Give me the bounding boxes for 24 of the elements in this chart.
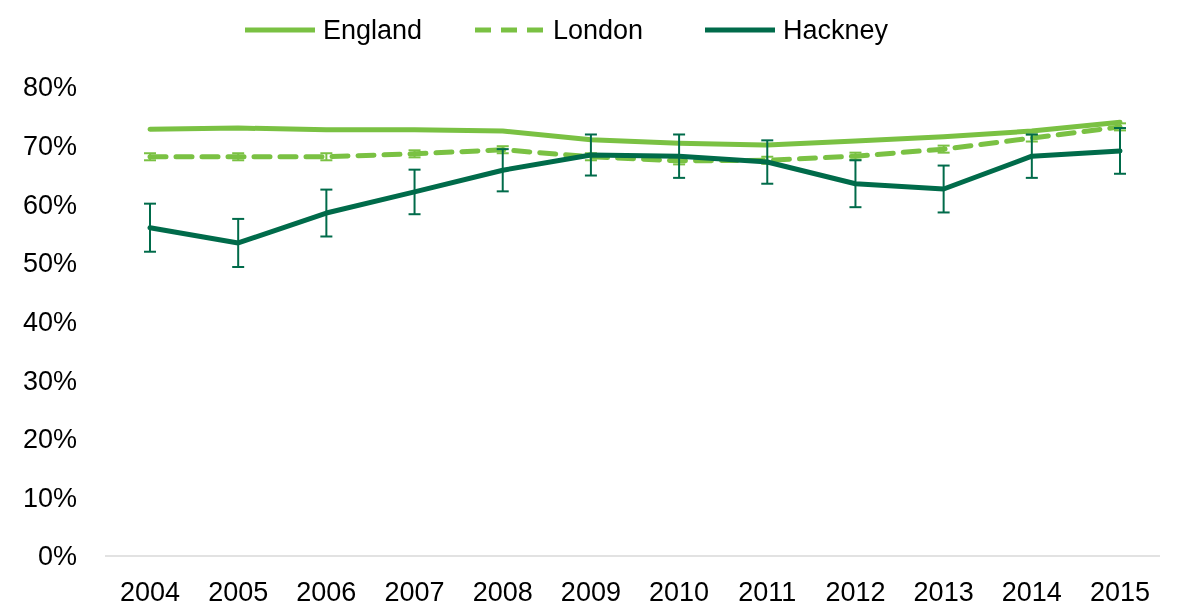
y-tick-label: 50%: [22, 248, 77, 279]
x-tick-label: 2007: [384, 577, 445, 607]
x-tick-label: 2009: [560, 577, 621, 607]
y-tick-label: 80%: [22, 72, 77, 103]
y-tick-label: 60%: [22, 189, 77, 220]
legend-label: England: [323, 15, 423, 46]
y-tick-label: 20%: [22, 424, 77, 455]
y-tick-label: 40%: [22, 306, 77, 337]
x-tick-label: 2014: [1001, 577, 1062, 607]
y-tick-label: 10%: [22, 482, 77, 513]
x-tick-label: 2012: [825, 577, 886, 607]
y-tick-label: 30%: [22, 365, 77, 396]
y-tick-label: 70%: [22, 131, 77, 162]
x-tick-label: 2004: [119, 577, 181, 607]
x-tick-label: 2008: [472, 577, 533, 607]
x-tick-label: 2015: [1089, 577, 1151, 607]
x-tick-label: 2010: [649, 577, 710, 607]
y-tick-label: 0%: [37, 541, 77, 572]
legend-label: London: [553, 15, 644, 46]
legend-label: Hackney: [783, 15, 889, 46]
x-tick-label: 2005: [208, 577, 269, 607]
x-tick-label: 2013: [913, 577, 974, 607]
x-tick-label: 2011: [738, 577, 797, 607]
x-tick-label: 2006: [296, 577, 357, 607]
